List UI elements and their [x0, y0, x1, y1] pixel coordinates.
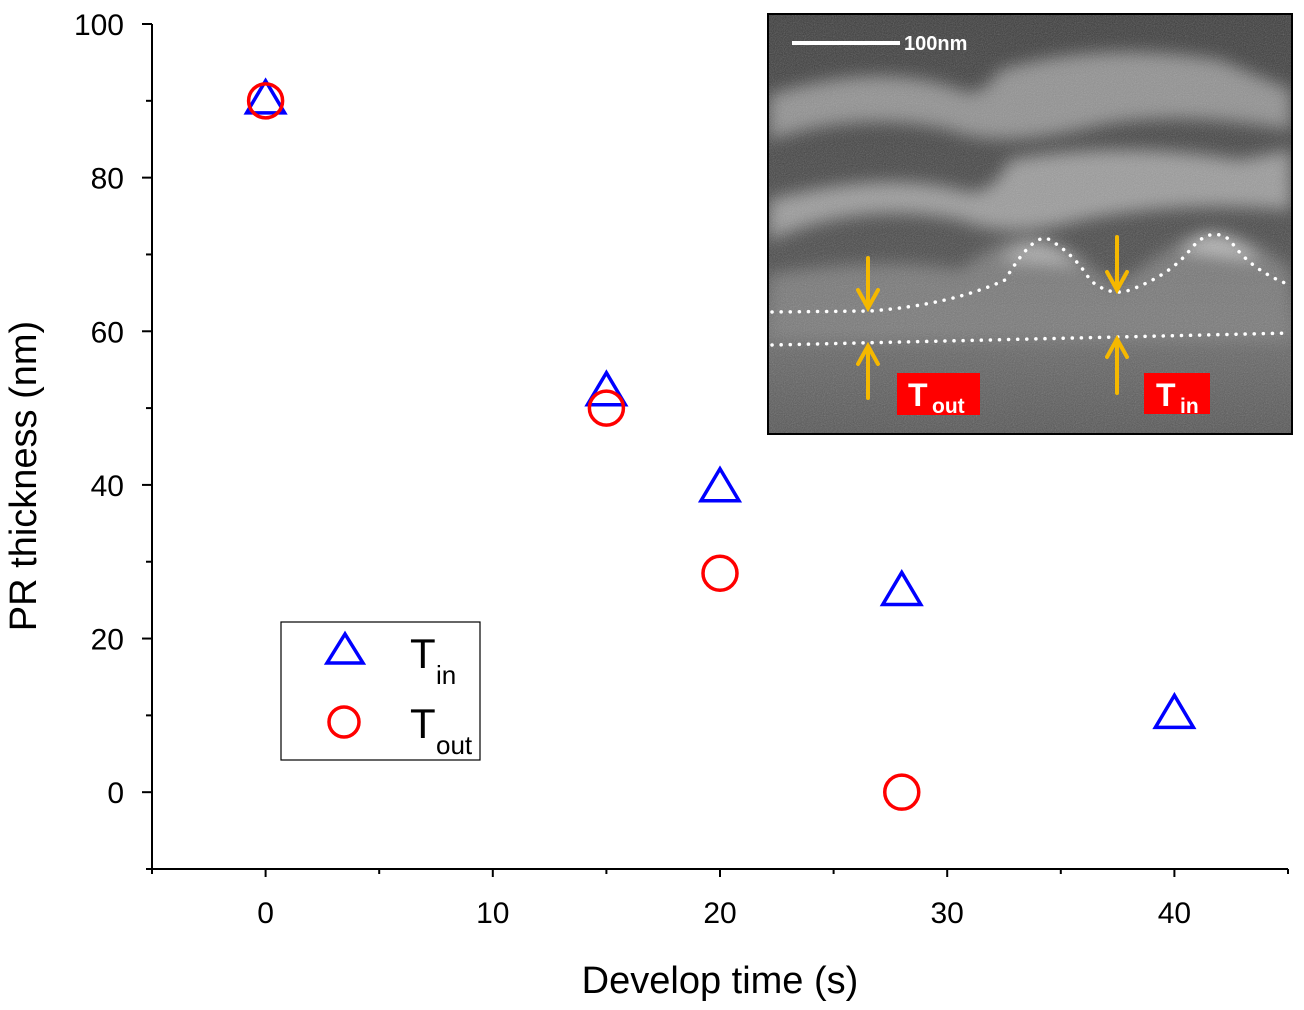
data-point-tout — [701, 554, 739, 592]
data-point-tout — [246, 82, 285, 120]
arrow-up-icon — [856, 341, 880, 400]
legend-label-in-sub: in — [436, 660, 456, 690]
tout-label-sub: out — [932, 395, 965, 418]
data-point-tin — [1152, 691, 1197, 730]
legend-triangle-marker — [323, 630, 367, 665]
data-point-tout — [587, 389, 626, 427]
y-axis-title: PR thickness (nm) — [3, 321, 45, 631]
y-tick-label: 100 — [74, 9, 124, 42]
x-tick-label: 20 — [703, 897, 736, 930]
arrow-up-icon — [1105, 334, 1129, 395]
arrows — [856, 235, 1129, 400]
data-point-tin — [697, 465, 743, 503]
legend-label-out: T — [410, 700, 436, 747]
arrow-down-icon — [1105, 235, 1129, 295]
legend-label-out-sub: out — [436, 730, 473, 760]
y-tick-label: 40 — [91, 470, 124, 503]
data-point-tin — [584, 369, 629, 407]
x-tick-label: 10 — [476, 897, 509, 930]
data-point-tout — [883, 773, 921, 811]
x-tick-label: 40 — [1158, 897, 1191, 930]
y-tick-label: 0 — [107, 777, 124, 810]
arrow-down-icon — [856, 256, 880, 313]
legend-circle-marker — [327, 705, 361, 739]
data-point-tin — [879, 569, 924, 607]
sem-inset: 100nm T out T in — [767, 13, 1293, 435]
legend-label-in: T — [410, 630, 436, 677]
y-tick-label: 80 — [91, 163, 124, 196]
x-tick-label: 0 — [257, 897, 274, 930]
x-axis-title: Develop time (s) — [582, 960, 859, 1002]
y-tick-label: 60 — [91, 316, 124, 349]
tin-label-sub: in — [1180, 395, 1199, 418]
tout-label-box — [897, 373, 980, 415]
x-tick-label: 30 — [931, 897, 964, 930]
tin-label-box — [1144, 373, 1210, 414]
tin-label: T — [1156, 377, 1176, 413]
legend-box — [280, 621, 481, 761]
tout-label: T — [908, 377, 928, 413]
legend: T in T out — [280, 621, 481, 761]
y-tick-label: 20 — [91, 624, 124, 657]
data-point-tin — [243, 77, 288, 115]
scale-bar-label: 100nm — [904, 33, 967, 55]
outer-surface-dotted-line — [770, 232, 1291, 314]
